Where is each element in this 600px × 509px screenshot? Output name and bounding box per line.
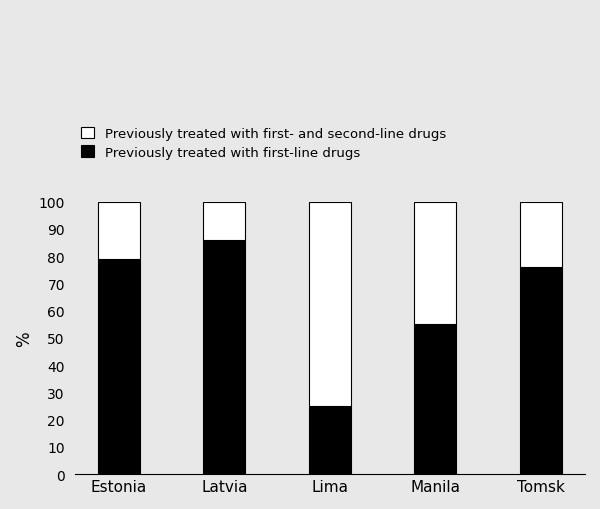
Legend: Previously treated with first- and second-line drugs, Previously treated with fi: Previously treated with first- and secon… [81, 127, 446, 159]
Bar [309, 406, 351, 474]
Bar [203, 202, 245, 240]
Bar [98, 260, 140, 474]
Bar [309, 202, 351, 406]
Bar [203, 240, 245, 474]
Bar [520, 202, 562, 268]
Bar [98, 202, 140, 260]
Bar [414, 202, 457, 325]
Y-axis label: %: % [15, 330, 33, 346]
Bar [520, 268, 562, 474]
Bar [414, 325, 457, 474]
